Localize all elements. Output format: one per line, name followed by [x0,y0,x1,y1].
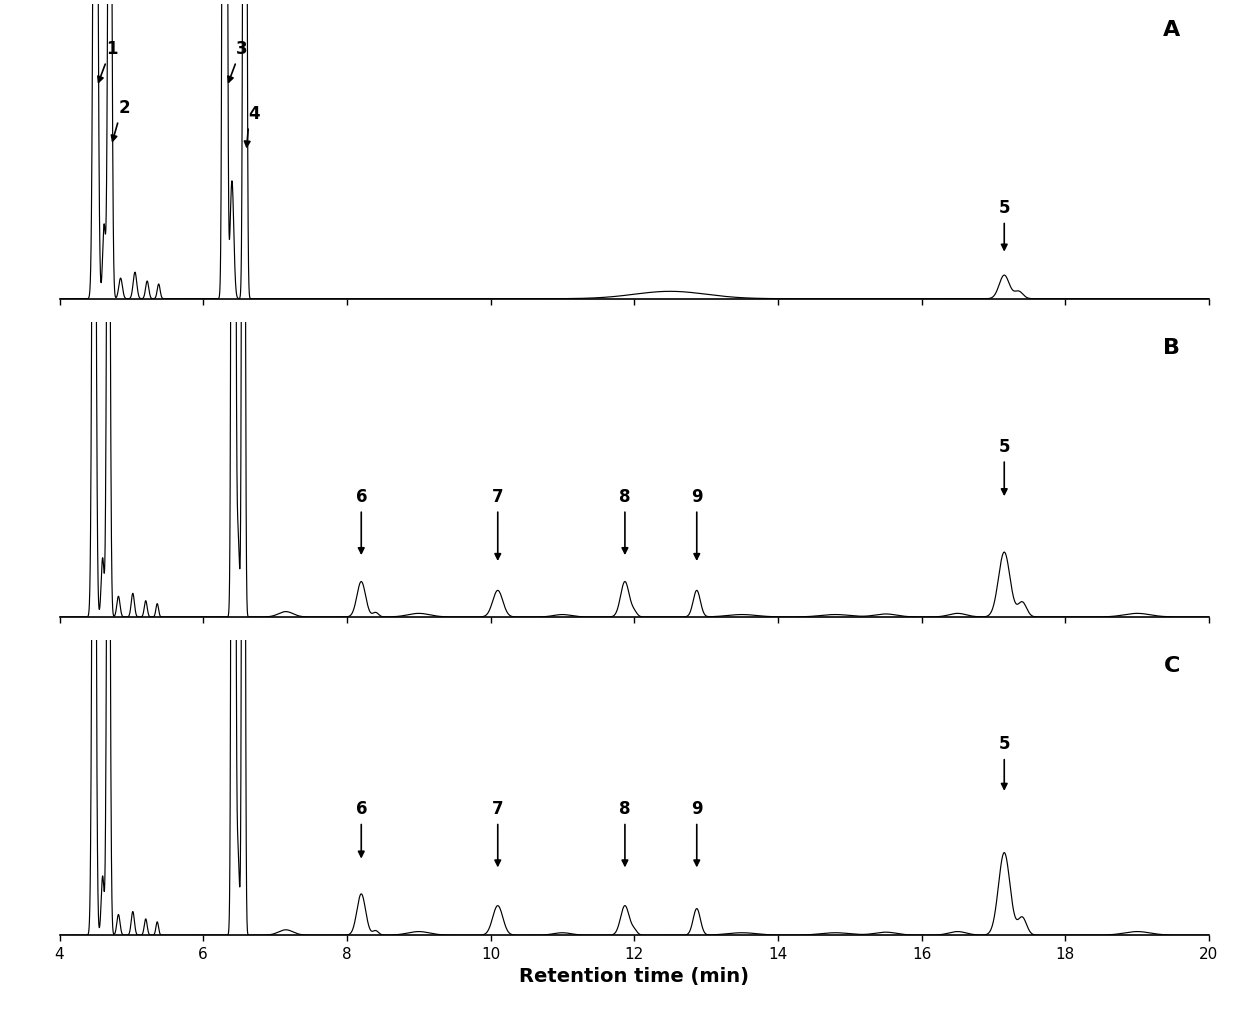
Text: 8: 8 [619,487,631,506]
Text: 2: 2 [119,99,130,117]
X-axis label: Retention time (min): Retention time (min) [520,967,749,985]
Text: C: C [1164,655,1180,675]
Text: 4: 4 [248,105,260,122]
Text: 1: 1 [107,40,118,58]
Text: A: A [1163,20,1180,39]
Text: 7: 7 [492,487,503,506]
Text: 5: 5 [998,735,1011,752]
Text: 9: 9 [691,487,703,506]
Text: 6: 6 [356,487,367,506]
Text: 5: 5 [998,438,1011,455]
Text: 6: 6 [356,800,367,818]
Text: B: B [1163,338,1180,358]
Text: 5: 5 [998,199,1011,217]
Text: 3: 3 [237,40,248,58]
Text: 8: 8 [619,800,631,818]
Text: 7: 7 [492,800,503,818]
Text: 9: 9 [691,800,703,818]
